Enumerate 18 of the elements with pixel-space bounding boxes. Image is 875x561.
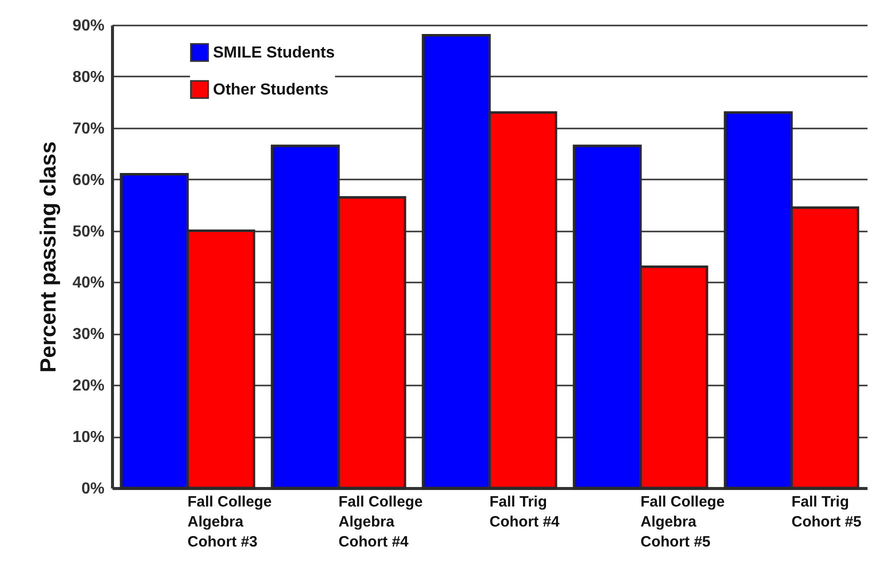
legend-label: Other Students [213, 82, 329, 98]
y-tick-label: 20% [72, 378, 104, 395]
y-tick-label: 0% [81, 480, 104, 498]
y-tick-label: 30% [72, 326, 104, 344]
y-tick-label: 50% [72, 223, 104, 240]
x-tick-label: Fall Trig Cohort #5 [792, 494, 862, 530]
y-axis-title: Percent passing class [35, 141, 60, 373]
x-tick-label: Fall College Algebra Cohort #5 [640, 494, 725, 550]
legend-label: SMILE Students [213, 44, 335, 62]
y-tick-label: 40% [72, 274, 104, 292]
y-tick-label: 10% [72, 429, 104, 446]
y-tick-label: 80% [72, 68, 104, 86]
y-tick-label: 90% [72, 18, 104, 34]
y-tick-label: 70% [72, 120, 104, 138]
x-tick-label: Fall Trig Cohort #4 [490, 494, 560, 530]
y-tick-label: 60% [72, 172, 104, 189]
x-tick-label: Fall College Algebra Cohort #4 [338, 494, 423, 550]
x-tick-label: Fall College Algebra Cohort #3 [188, 494, 272, 550]
